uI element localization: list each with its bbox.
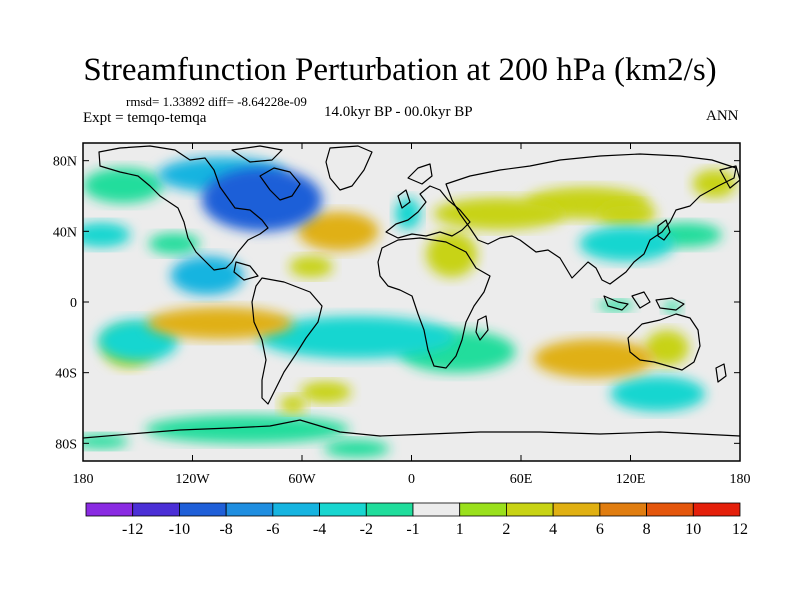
field-region: South Atlantic cell (300, 381, 352, 403)
colorbar-swatch (319, 502, 367, 517)
chart-title: Streamfunction Perturbation at 200 hPa (… (83, 52, 717, 88)
coastlines (83, 145, 740, 439)
x-axis: 180 120W 60W 0 60E 120E 180 (73, 143, 751, 487)
colorbar-swatch (692, 502, 741, 517)
y-tick-label: 0 (70, 296, 77, 311)
y-axis: 80N 40N 0 40S 80S (53, 155, 740, 452)
field-region: Central N Pacific (148, 233, 200, 255)
y-tick-label: 80N (53, 155, 77, 170)
field-region: Tropical Pacific band (146, 307, 293, 340)
y-tick-label: 80S (55, 437, 77, 452)
colorbar-label: -4 (313, 521, 326, 538)
field-region: Subtropical N Atlantic (289, 256, 334, 278)
colorbar-label: -8 (219, 521, 232, 538)
field-region: Subtropical N Pacific W (83, 222, 131, 248)
colorbar-label: 8 (643, 521, 651, 538)
colorbar-swatch (225, 502, 274, 517)
colorbar-swatch (365, 502, 414, 517)
x-tick-label: 120W (175, 472, 210, 487)
season-label: ANN (706, 108, 739, 124)
field-region: S Pacific subpolar (610, 376, 706, 412)
field-region: Maritime Continent (597, 300, 635, 311)
x-tick-label: 0 (408, 472, 415, 487)
colorbar-label: 4 (549, 521, 557, 538)
colorbar-label: -6 (266, 521, 279, 538)
plot-background (83, 143, 740, 461)
colorbar-swatch (132, 502, 180, 517)
colorbar-label: -2 (360, 521, 373, 538)
field-region: NE Canada / Labrador low (201, 167, 323, 232)
x-tick-label: 60E (510, 472, 533, 487)
field-region: Indian Ocean / Australia (533, 339, 655, 378)
period-label: 14.0kyr BP - 00.0kyr BP (324, 104, 473, 120)
colorbar-swatch (412, 502, 461, 517)
colorbar-swatch (506, 502, 554, 517)
experiment-label: Expt = temqo-temqa (83, 110, 207, 126)
field-region: North Atlantic high (298, 211, 379, 251)
plot-area: Central N PacificIndian Ocean bandAntarc… (82, 142, 741, 462)
field-region: Eurasia ridge (433, 197, 565, 230)
x-tick-label: 60W (288, 472, 316, 487)
colorbar-label: 2 (502, 521, 510, 538)
field-region: Eastern Australia (645, 330, 689, 366)
field-region: Central Asia (597, 201, 657, 227)
colorbar-swatch (599, 502, 647, 517)
colorbar-swatch (272, 502, 320, 517)
field-region: North Africa (426, 231, 478, 278)
colorbar-label: -12 (122, 521, 143, 538)
colorbar-swatch (85, 502, 134, 517)
colorbar-label: 10 (685, 521, 701, 538)
stats-label: rmsd= 1.33892 diff= -8.64228e-09 (126, 94, 307, 109)
x-tick-label: 180 (73, 472, 94, 487)
colorbar-label: 1 (456, 521, 464, 538)
y-tick-label: 40S (55, 367, 77, 382)
x-tick-label: 180 (730, 472, 751, 487)
field-region: Southern Ocean band (145, 415, 350, 444)
colorbar-label: -10 (169, 521, 190, 538)
field-region: Western Pacific / E Asia (579, 226, 675, 262)
x-tick-label: 120E (616, 472, 646, 487)
field-region: Tropical E Pacific (170, 256, 244, 295)
field-region: Eastern Asia (692, 169, 737, 198)
field-region: Antarctic Atlantic (323, 439, 390, 458)
colorbar: -12 -10 -8 -6 -4 -2 -1 1 2 4 6 8 10 12 (85, 502, 748, 538)
colorbar-swatch (459, 502, 507, 517)
field-region: North Pacific high-lat (83, 167, 164, 204)
colorbar-swatch (552, 502, 601, 517)
colorbar-swatch (646, 502, 694, 517)
colorbar-label: -1 (406, 521, 419, 538)
field-layer: Central N PacificIndian Ocean bandAntarc… (83, 157, 737, 458)
field-region: Antarctic Pacific (83, 434, 129, 449)
colorbar-label: 12 (732, 521, 748, 538)
field-region: Tropical S Atlantic band (258, 316, 456, 359)
field-region: Drake Passage (280, 395, 306, 414)
colorbar-swatch (179, 502, 227, 517)
y-tick-label: 40N (53, 225, 77, 240)
colorbar-label: 6 (596, 521, 604, 538)
